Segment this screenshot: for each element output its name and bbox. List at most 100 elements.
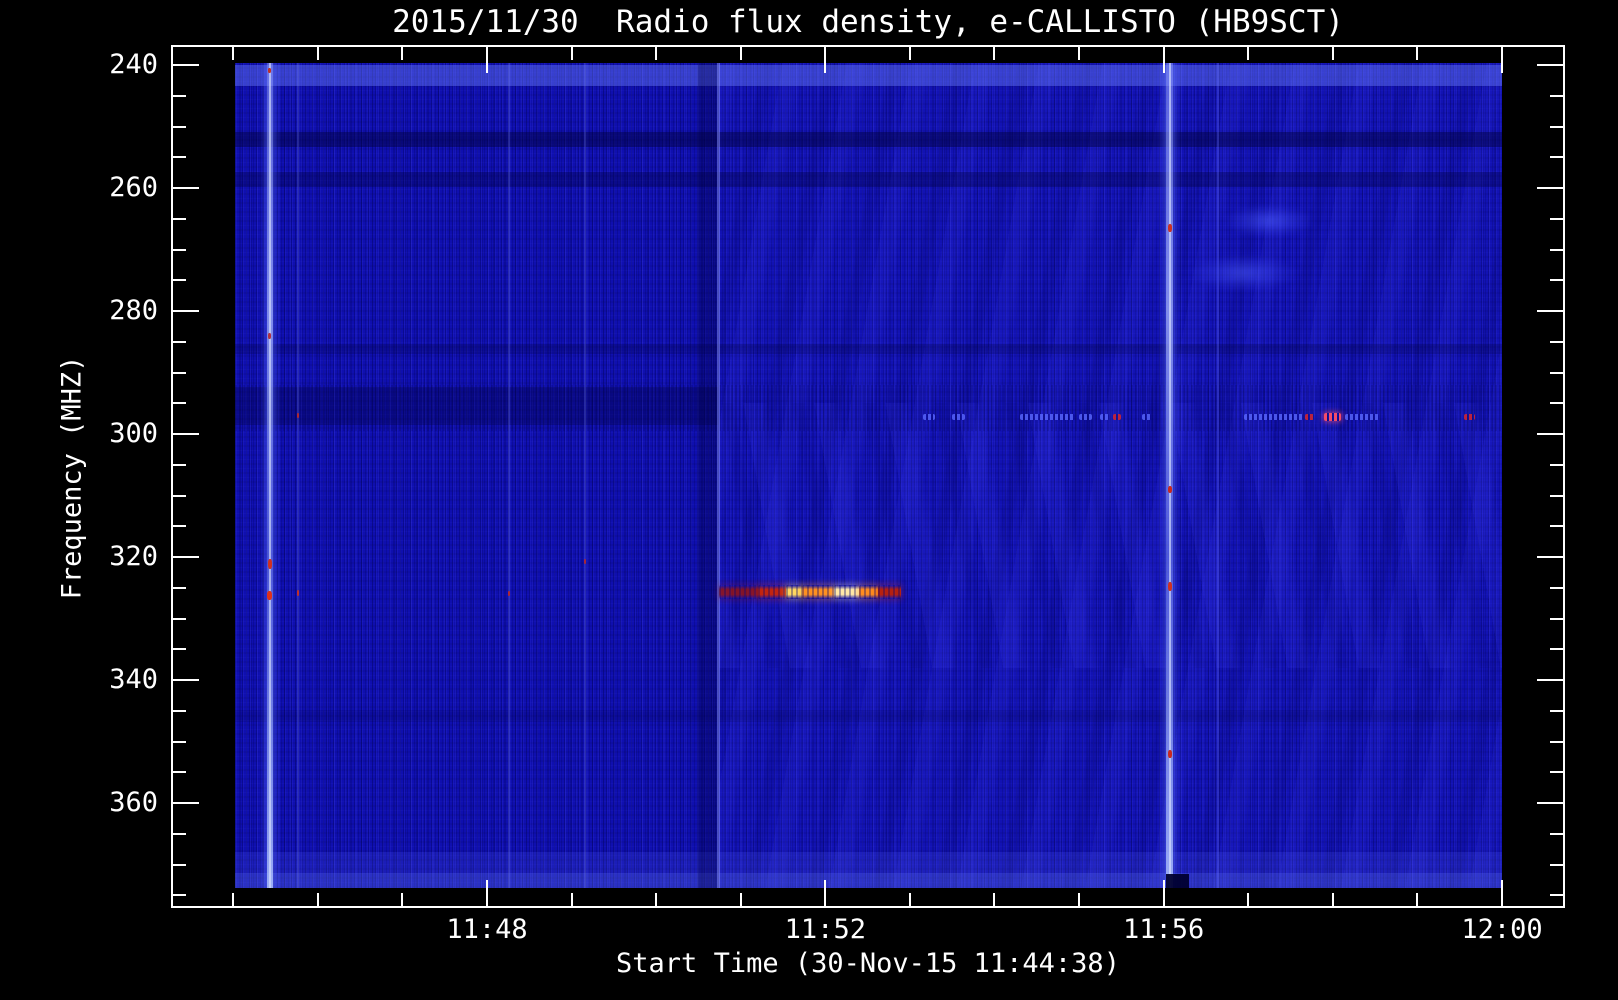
red-speckle [1167,485,1172,493]
y-tick-left [173,279,186,282]
x-tick-bottom [993,893,996,906]
x-tick-bottom [1500,880,1503,906]
y-tick-right [1550,279,1563,282]
spectrogram-image [235,63,1502,888]
x-tick-top [824,47,827,73]
y-tick-right [1550,156,1563,159]
red-speckle [297,413,300,419]
y-tick-left [173,310,199,312]
y-tick-right [1537,802,1563,804]
red-speckle [1167,749,1172,758]
burst-segment [801,584,834,599]
frequency-band-light [235,852,1502,874]
y-tick-right [1550,248,1563,251]
dark-column [697,63,719,888]
x-tick-top [1331,47,1334,60]
y-tick-left [173,740,186,743]
burst-segment [877,584,902,599]
vertical-line-core [1168,63,1171,888]
x-tick-bottom [486,880,488,906]
vertical-line-faint [584,63,587,888]
x-tick-top [1416,47,1419,60]
red-speckles-layer [235,63,1502,888]
y-tick-left [173,679,199,681]
x-tick-top [1162,47,1165,73]
y-tick-right [1537,679,1563,681]
y-tick-left [173,125,186,128]
burst-segment [859,584,878,599]
y-tick-right [1550,771,1563,774]
x-tick-top [401,47,404,60]
x-tick-bottom [908,893,911,906]
y-tick-left [173,709,186,712]
y-tick-left [173,586,186,589]
frequency-band-dark [235,172,1502,188]
x-tick-top [232,47,235,60]
y-tick-left [173,617,186,620]
rfi-dash-light [1100,413,1109,420]
x-tick-top [316,47,319,60]
frequency-band-dark [235,710,1502,723]
x-tick-top [1247,47,1250,60]
x-tick-bottom [232,893,235,906]
y-tick-right [1550,217,1563,220]
burst-segment [757,584,786,599]
vertical-line-faint [297,63,300,888]
y-tick-right [1550,340,1563,343]
y-tick-left [173,248,186,251]
red-speckle [507,590,510,596]
spectrogram-fringe-pattern [718,403,1502,668]
vertical-line-faint [507,63,510,888]
burst-segment [785,584,802,599]
y-tick-right [1550,894,1563,897]
y-tick-left [173,802,199,804]
frequency-band-striped [235,384,1502,431]
y-tick-label: 340 [109,664,158,695]
x-tick-bottom [1247,893,1250,906]
y-axis-label: Frequency (MHZ) [56,355,88,600]
rfi-dash-light [922,413,936,420]
x-tick-bottom [1331,893,1334,906]
burst-segment [718,584,758,599]
y-tick-right [1550,125,1563,128]
rfi-dash-light [952,413,965,420]
x-tick-top [570,47,573,60]
x-tick-bottom [655,893,658,906]
frequency-band-dark [235,132,1502,148]
y-tick-right [1550,402,1563,405]
y-tick-right [1550,740,1563,743]
red-speckle [1167,223,1172,232]
y-tick-left [173,94,186,97]
y-tick-right [1550,648,1563,651]
x-tick-label: 11:48 [446,914,528,945]
x-tick-bottom [1162,880,1165,906]
y-tick-left [173,556,199,558]
x-tick-bottom [401,893,404,906]
dark-columns-layer [235,63,1502,888]
y-tick-left [173,525,186,528]
diffuse-blob [1224,204,1315,237]
y-tick-right [1550,617,1563,620]
x-tick-top [908,47,911,60]
rfi-dash-red [1304,413,1315,420]
red-speckle [1167,582,1172,592]
y-tick-right [1550,463,1563,466]
rfi-dash-light [1019,413,1075,420]
rfi-dash-light [1142,413,1151,420]
y-tick-label: 260 [109,172,158,203]
vertical-line-core [268,63,271,888]
x-tick-label: 11:52 [784,914,866,945]
frequency-band-dark [235,387,719,426]
y-tick-left [173,402,186,405]
frequency-band-light [235,65,1502,86]
x-tick-top [1078,47,1081,60]
x-tick-label: 12:00 [1461,914,1543,945]
y-tick-label: 360 [109,787,158,818]
bottom-dark-notch [1166,874,1189,888]
red-speckle [267,590,273,600]
y-tick-right [1537,64,1563,66]
vertical-interference-lines-layer [235,63,1502,888]
x-tick-label: 11:56 [1122,914,1205,945]
x-tick-top [739,47,742,60]
